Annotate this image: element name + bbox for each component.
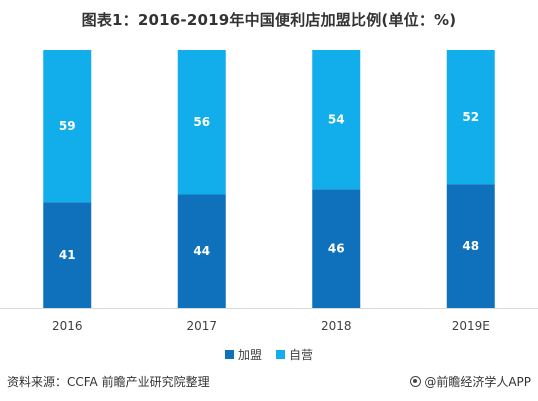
data-label-self-operated-2016: 59 <box>59 119 76 133</box>
source-note: 资料来源：CCFA 前瞻产业研究院整理 <box>7 375 210 389</box>
bar-segment-self-operated-2018 <box>312 50 361 190</box>
data-label-self-operated-2019E: 52 <box>462 110 479 124</box>
x-tick-label-2017: 2017 <box>186 319 217 333</box>
brand-logo-icon <box>410 376 422 387</box>
chart-title: 图表1：2016-2019年中国便利店加盟比例(单位：%) <box>81 11 457 29</box>
footer: 资料来源：CCFA 前瞻产业研究院整理 @前瞻经济学人APP <box>0 373 538 393</box>
data-label-franchise-2019E: 48 <box>462 239 479 253</box>
data-label-franchise-2018: 46 <box>328 242 345 256</box>
legend-label-self-operated: 自营 <box>289 348 314 362</box>
bar-segment-self-operated-2016 <box>43 50 92 203</box>
data-label-self-operated-2018: 54 <box>328 113 345 127</box>
data-label-franchise-2016: 41 <box>59 248 76 262</box>
bar-segment-franchise-2016 <box>43 202 92 308</box>
bar-segment-franchise-2019E <box>446 184 495 308</box>
x-tick-label-2019E: 2019E <box>452 319 490 333</box>
legend-swatch-franchise <box>224 350 234 359</box>
bar-segment-self-operated-2019E <box>446 50 495 185</box>
legend-swatch-self-operated <box>276 350 285 359</box>
legend-label-franchise: 加盟 <box>237 348 262 362</box>
chart-legend: 加盟 自营 <box>0 346 538 363</box>
brand-credit: @前瞻经济学人APP <box>410 373 531 390</box>
x-tick-label-2018: 2018 <box>321 319 352 333</box>
x-tick-label-2016: 2016 <box>52 319 83 333</box>
bar-segment-self-operated-2017 <box>177 50 226 195</box>
data-label-franchise-2017: 44 <box>193 244 210 258</box>
data-label-self-operated-2017: 56 <box>193 115 210 129</box>
brand-text: @前瞻经济学人APP <box>424 375 531 389</box>
bar-segment-franchise-2018 <box>312 189 361 308</box>
bar-segment-franchise-2017 <box>177 194 226 308</box>
legend-item-self-operated: 自营 <box>276 346 313 363</box>
legend-item-franchise: 加盟 <box>224 346 262 363</box>
